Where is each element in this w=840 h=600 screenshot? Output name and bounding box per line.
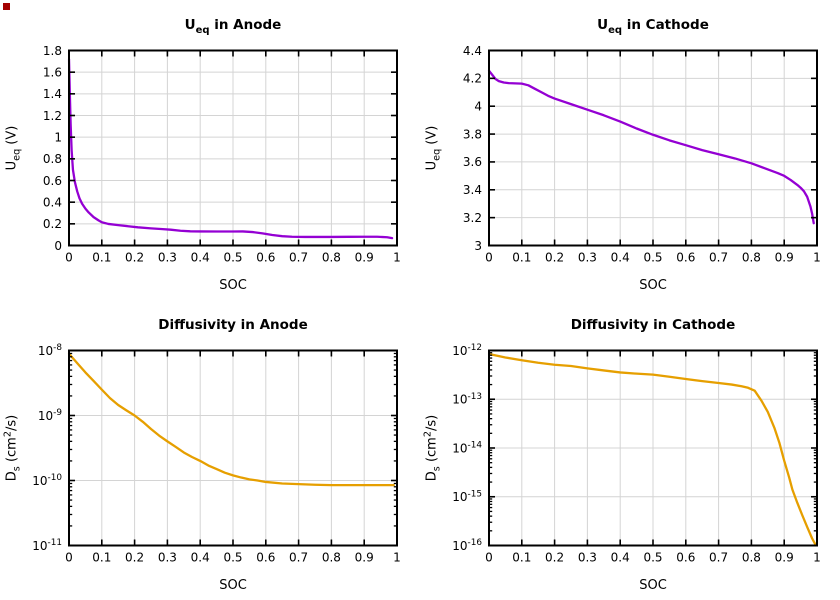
- y-tick-label: 0.8: [43, 152, 62, 166]
- y-tick-label: 0.6: [43, 174, 62, 188]
- chart-title: Ueq in Cathode: [597, 17, 709, 36]
- y-tick-label: 3: [474, 239, 482, 253]
- x-tick-label: 0.2: [125, 251, 144, 265]
- x-tick-label: 0.6: [676, 251, 695, 265]
- y-tick-label: 10-10: [32, 473, 62, 488]
- chart-diffusivity-cathode: 0 0.1 0.2 0.3 0.4 0.5 0.6 0.7 0.8 0.9 1 10-16 10-15 1…: [420, 300, 840, 600]
- y-tick-label: 10-12: [452, 343, 482, 358]
- x-tick-label: 0.6: [256, 551, 275, 565]
- x-tick-label: 0.3: [158, 551, 177, 565]
- x-tick-label: 1: [813, 551, 821, 565]
- x-tick-label: 0.9: [775, 551, 794, 565]
- y-tick-label: 4.2: [463, 72, 482, 86]
- x-tick-label: 0.1: [92, 551, 111, 565]
- y-tick-label: 10-11: [32, 538, 62, 553]
- x-tick-label: 0.1: [92, 251, 111, 265]
- series-line: [67, 58, 394, 240]
- y-tick-label: 0.2: [43, 217, 62, 231]
- y-tick-label: 10-8: [38, 343, 62, 358]
- x-tick-label: 0: [65, 551, 73, 565]
- y-tick-label: 3.4: [463, 183, 482, 197]
- x-tick-label: 0.4: [611, 251, 630, 265]
- x-tick-label: 0.5: [223, 551, 242, 565]
- x-tick-label: 0.2: [545, 551, 564, 565]
- x-tick-label: 0.6: [256, 251, 275, 265]
- y-tick-label: 10-14: [452, 441, 482, 456]
- x-tick-label: 0.9: [355, 551, 374, 565]
- y-tick-label: 3.6: [463, 155, 482, 169]
- x-tick-label: 0.8: [742, 551, 761, 565]
- x-tick-label: 0.7: [709, 551, 728, 565]
- x-tick-label: 0.5: [643, 551, 662, 565]
- chart-svg-ueq-anode: 0 0.1 0.2 0.3 0.4 0.5 0.6 0.7 0.8 0.9 1 0 0.2 0.4 0.6 0…: [5, 17, 401, 293]
- x-tick-label: 1: [813, 251, 821, 265]
- x-tick-label: 1: [393, 551, 401, 565]
- x-tick-label: 0.1: [512, 251, 531, 265]
- y-tick-label: 10-9: [38, 408, 62, 423]
- x-tick-label: 0.7: [709, 251, 728, 265]
- chart-svg-diffusivity-cathode: 0 0.1 0.2 0.3 0.4 0.5 0.6 0.7 0.8 0.9 1 10-16 10-15 1…: [423, 317, 821, 593]
- y-tick-label: 4: [474, 100, 482, 114]
- chart-title: Diffusivity in Anode: [158, 317, 308, 333]
- y-tick-label: 10-16: [452, 538, 482, 553]
- y-tick-label: 0.4: [43, 195, 62, 209]
- x-tick-label: 0.4: [611, 551, 630, 565]
- y-tick-label: 3.8: [463, 127, 482, 141]
- chart-svg-diffusivity-anode: 0 0.1 0.2 0.3 0.4 0.5 0.6 0.7 0.8 0.9 1 10-11 10-10 1…: [3, 317, 401, 593]
- x-tick-label: 0.4: [191, 551, 210, 565]
- x-tick-label: 0.8: [742, 251, 761, 265]
- x-tick-label: 0.6: [676, 551, 695, 565]
- x-axis-label: SOC: [219, 278, 247, 293]
- x-tick-label: 0.7: [289, 551, 308, 565]
- x-tick-label: 0.9: [775, 251, 794, 265]
- x-tick-label: 0.3: [578, 251, 597, 265]
- x-tick-label: 0.2: [125, 551, 144, 565]
- x-tick-label: 1: [393, 251, 401, 265]
- x-tick-label: 0.2: [545, 251, 564, 265]
- x-tick-label: 0.5: [643, 251, 662, 265]
- x-tick-label: 0.5: [223, 251, 242, 265]
- x-tick-label: 0: [485, 551, 493, 565]
- x-tick-label: 0.9: [355, 251, 374, 265]
- x-tick-label: 0.3: [158, 251, 177, 265]
- series-line: [487, 69, 815, 225]
- y-axis-label: Ds (cm2/s): [423, 415, 443, 481]
- series-line: [67, 352, 395, 487]
- series-line: [487, 352, 817, 546]
- y-tick-label: 1.2: [43, 109, 62, 123]
- y-tick-label: 10-13: [452, 392, 482, 407]
- y-axis-label: Ueq (V): [425, 126, 443, 171]
- x-tick-label: 0.7: [289, 251, 308, 265]
- x-tick-label: 0.3: [578, 551, 597, 565]
- chart-svg-ueq-cathode: 0 0.1 0.2 0.3 0.4 0.5 0.6 0.7 0.8 0.9 1 3 3.2 3.4 3.6 3…: [425, 17, 821, 293]
- x-tick-label: 0.8: [322, 551, 341, 565]
- chart-title: Ueq in Anode: [185, 17, 282, 36]
- x-tick-label: 0: [485, 251, 493, 265]
- y-tick-label: 1.6: [43, 65, 62, 79]
- y-tick-label: 10-15: [452, 489, 482, 504]
- x-tick-label: 0.8: [322, 251, 341, 265]
- chart-title: Diffusivity in Cathode: [571, 317, 736, 333]
- x-tick-label: 0.1: [512, 551, 531, 565]
- chart-ueq-cathode: 0 0.1 0.2 0.3 0.4 0.5 0.6 0.7 0.8 0.9 1 3 3.2 3.4 3.6 3…: [420, 0, 840, 300]
- y-tick-label: 3.2: [463, 211, 482, 225]
- x-axis-label: SOC: [639, 278, 667, 293]
- y-tick-label: 1: [54, 130, 62, 144]
- x-tick-label: 0.4: [191, 251, 210, 265]
- x-axis-label: SOC: [639, 578, 667, 593]
- chart-diffusivity-anode: 0 0.1 0.2 0.3 0.4 0.5 0.6 0.7 0.8 0.9 1 10-11 10-10 1…: [0, 300, 420, 600]
- y-tick-label: 0: [54, 239, 62, 253]
- x-tick-label: 0: [65, 251, 73, 265]
- y-tick-label: 4.4: [463, 44, 482, 58]
- x-axis-label: SOC: [219, 578, 247, 593]
- y-tick-label: 1.4: [43, 87, 62, 101]
- corner-marker: [3, 3, 10, 10]
- y-axis-label: Ueq (V): [5, 126, 23, 171]
- y-tick-label: 1.8: [43, 44, 62, 58]
- y-axis-label: Ds (cm2/s): [3, 415, 23, 481]
- chart-ueq-anode: 0 0.1 0.2 0.3 0.4 0.5 0.6 0.7 0.8 0.9 1 0 0.2 0.4 0.6 0…: [0, 0, 420, 300]
